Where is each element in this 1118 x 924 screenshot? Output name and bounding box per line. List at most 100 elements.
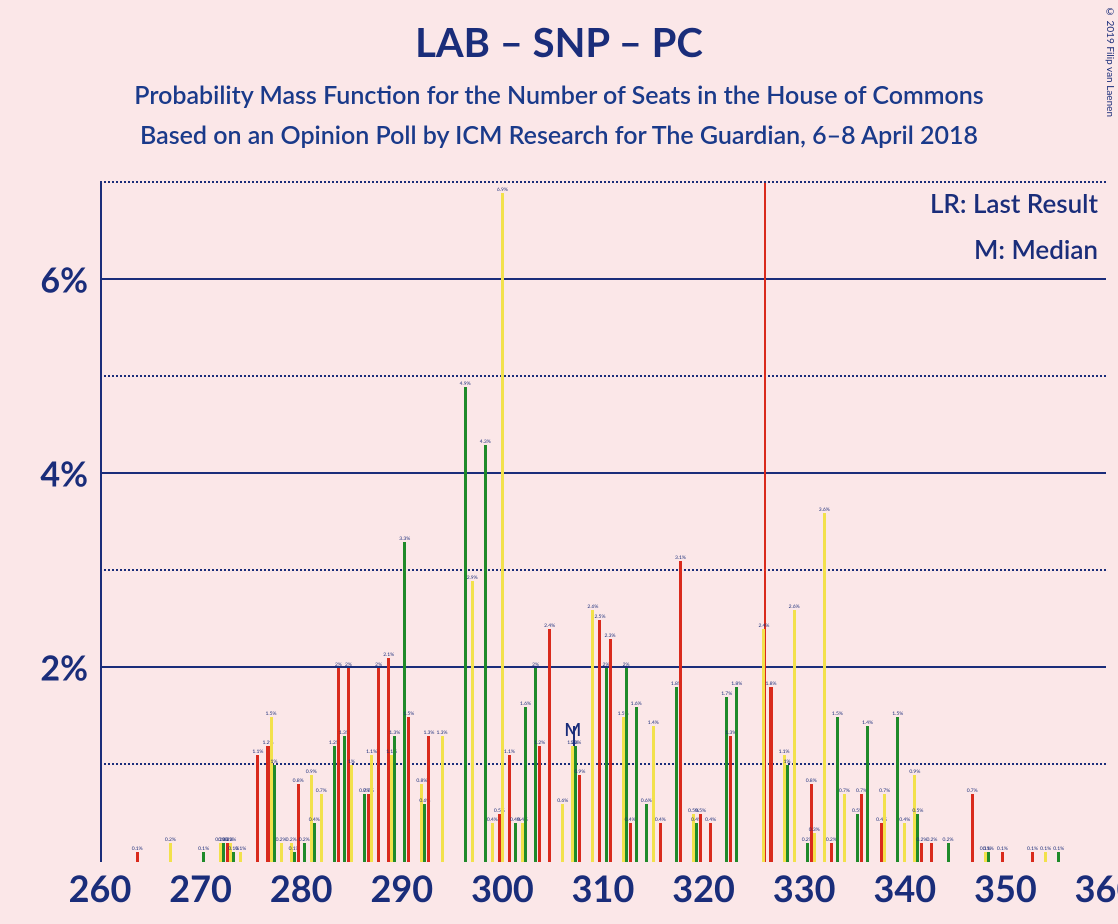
bar-group: 0.2%0.1% — [287, 183, 296, 862]
bar-value-label: 0.8% — [416, 778, 427, 784]
bar-red: 2.3% — [609, 639, 612, 862]
bar-group — [126, 183, 135, 862]
bar-value-label: 2.1% — [383, 652, 394, 658]
x-tick-label: 310 — [572, 866, 635, 910]
bar-group — [961, 183, 970, 862]
bar-yellow: 2.6% — [793, 610, 796, 862]
bar-group: 0.5% — [699, 183, 708, 862]
bar-group — [1071, 183, 1080, 862]
bar-green: 0.1% — [202, 852, 205, 862]
bar-group: 2.1%1.1%1.3% — [387, 183, 396, 862]
bar-group: 0.5% — [850, 183, 859, 862]
bar-yellow: 1% — [350, 765, 353, 862]
bar-group: 0.2% — [941, 183, 950, 862]
bar-green: 0.6% — [423, 804, 426, 862]
bar-value-label: 3.1% — [675, 555, 686, 561]
bar-group: 0.7% — [971, 183, 980, 862]
bar-red: 1.1% — [256, 755, 259, 862]
bar-value-label: 1.2% — [534, 740, 545, 746]
bar-value-label: 1.1% — [252, 749, 263, 755]
bar-group — [1021, 183, 1030, 862]
bar-value-label: 0.9% — [574, 769, 585, 775]
bar-value-label: 1.4% — [648, 720, 659, 726]
bar-group: 1.8% — [669, 183, 678, 862]
bar-green: 1.7% — [725, 697, 728, 862]
bar-value-label: 2.5% — [594, 614, 605, 620]
bar-value-label: 1.5% — [266, 711, 277, 717]
bar-yellow: 1.3% — [441, 736, 444, 862]
bar-group: 1.1% — [256, 183, 265, 862]
bar-group: 2.6% — [588, 183, 597, 862]
bar-value-label: 1.8% — [765, 681, 776, 687]
bar-yellow: 6.9% — [501, 193, 504, 862]
bar-value-label: 2.9% — [467, 575, 478, 581]
bar-group: 0.7%1.1% — [367, 183, 376, 862]
legend-m: M: Median — [930, 233, 1098, 265]
bar-group — [116, 183, 125, 862]
bar-group: 4.9% — [458, 183, 467, 862]
bar-value-label: 0.1% — [1040, 846, 1051, 852]
chart-subtitle-2: Based on an Opinion Poll by ICM Research… — [0, 120, 1118, 150]
bar-group: 0.8%0.2% — [297, 183, 306, 862]
chart-container: LAB – SNP – PC Probability Mass Function… — [0, 0, 1118, 924]
bar-group — [106, 183, 115, 862]
bar-red: 2.4% — [548, 629, 551, 862]
bar-group: 1.5% — [890, 183, 899, 862]
bar-group: 2.9% — [468, 183, 477, 862]
bar-group: 0.1%0.1% — [981, 183, 990, 862]
x-tick-label: 260 — [69, 866, 132, 910]
x-tick-label: 320 — [672, 866, 735, 910]
bar-group — [1061, 183, 1070, 862]
bar-group: 1.2%1.5%1% — [266, 183, 275, 862]
bar-group: 0.1% — [196, 183, 205, 862]
x-tick-label: 330 — [773, 866, 836, 910]
bar-value-label: 0.2% — [286, 837, 297, 843]
bar-value-label: 2% — [335, 662, 342, 668]
bar-green: 2% — [534, 668, 537, 862]
bar-yellow: 3.6% — [823, 513, 826, 862]
bar-group: 0.2% — [277, 183, 286, 862]
x-tick-label: 280 — [270, 866, 333, 910]
bar-red: 0.1% — [136, 852, 139, 862]
bar-green: 1.2% — [574, 746, 577, 862]
bar-value-label: 0.3% — [809, 827, 820, 833]
bar-group: 0.2% — [800, 183, 809, 862]
bar-yellow: 0.4% — [491, 823, 494, 862]
bar-group — [870, 183, 879, 862]
bar-group: 0.9%0.5% — [910, 183, 919, 862]
bar-yellow: 0.7% — [320, 794, 323, 862]
bar-yellow: 0.6% — [561, 804, 564, 862]
bar-group: 0.1% — [236, 183, 245, 862]
bar-group: 0.2% — [930, 183, 939, 862]
bar-group: 0.1% — [1041, 183, 1050, 862]
copyright: © 2019 Filip van Laenen — [1104, 6, 1116, 117]
bar-group: 0.2% — [920, 183, 929, 862]
bar-red: 0.7% — [971, 794, 974, 862]
bar-red: 2.5% — [598, 620, 601, 863]
bar-yellow: 0.2% — [169, 843, 172, 862]
bar-value-label: 0.1% — [1027, 846, 1038, 852]
bar-value-label: 0.4% — [655, 817, 666, 823]
bar-group: 1.2% — [538, 183, 547, 862]
bar-value-label: 1.1% — [366, 749, 377, 755]
bar-green: 2% — [625, 668, 628, 862]
bar-yellow: 2.9% — [471, 581, 474, 862]
bar-group: 0.5%0.4% — [689, 183, 698, 862]
legend: LR: Last Result M: Median — [930, 187, 1098, 279]
bar-group: 1.1%0.4% — [508, 183, 517, 862]
bar-value-label: 2.6% — [587, 604, 598, 610]
bar-group: 2.4% — [759, 183, 768, 862]
x-tick-label: 270 — [169, 866, 232, 910]
bar-red: 0.9% — [578, 775, 581, 862]
y-tick-label: 4% — [40, 454, 100, 495]
bar-value-label: 0.9% — [909, 769, 920, 775]
bar-value-label: 0.7% — [839, 788, 850, 794]
bar-group: 1.3%1.8% — [729, 183, 738, 862]
bar-group: 0.4%0.7% — [880, 183, 889, 862]
bar-value-label: 0.4% — [705, 817, 716, 823]
bar-group: 3.6% — [820, 183, 829, 862]
bar-group: 4.3% — [478, 183, 487, 862]
bar-group: 0.2%0.2%0.1% — [226, 183, 235, 862]
bar-group: 1.5% — [407, 183, 416, 862]
bar-yellow: 0.2% — [280, 843, 283, 862]
